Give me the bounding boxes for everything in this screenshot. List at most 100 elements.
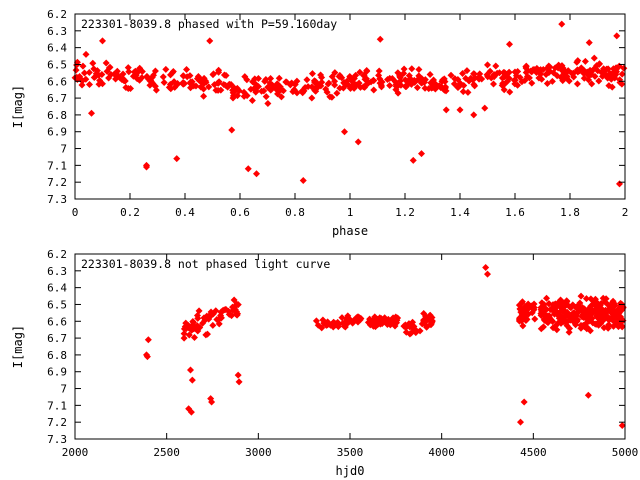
data-point [397, 81, 405, 89]
data-point [220, 80, 228, 88]
data-point [120, 77, 128, 85]
data-point [303, 76, 311, 84]
data-point [523, 306, 531, 314]
data-point [402, 328, 410, 336]
data-point [511, 76, 519, 84]
data-point [353, 314, 361, 322]
data-point [492, 62, 500, 70]
data-point [425, 85, 433, 93]
y-tick-label: 6.6 [47, 315, 67, 328]
data-point [174, 80, 182, 88]
data-point [187, 84, 195, 92]
data-point [553, 72, 561, 80]
data-point [180, 72, 188, 80]
data-point [194, 72, 202, 80]
phased-light-curve-panel: 0 0.2 0.4 0.6 0.8 1 1.2 1.4 1.6 1.8 2 6.2 6.3 6.4 6.5… [11, 8, 628, 238]
data-point [454, 83, 462, 91]
data-point [441, 78, 449, 86]
data-point [400, 69, 408, 77]
data-point [585, 39, 593, 47]
y-tick-label: 7.1 [47, 159, 67, 172]
phased-data-points [71, 20, 628, 188]
data-point [415, 66, 423, 74]
data-point [570, 73, 578, 81]
data-point [363, 66, 371, 74]
data-point [126, 85, 134, 93]
data-point [169, 68, 177, 76]
data-point [221, 306, 229, 314]
data-point [318, 324, 326, 332]
data-point [78, 81, 86, 89]
data-point [518, 78, 526, 86]
data-point [333, 320, 341, 328]
data-point [604, 65, 612, 73]
data-point [299, 177, 307, 184]
data-point [548, 77, 556, 85]
data-point [460, 81, 468, 89]
data-point [193, 322, 201, 330]
data-point [206, 37, 214, 45]
data-point [144, 336, 152, 344]
data-point [360, 72, 368, 80]
data-point [194, 327, 202, 335]
data-point [614, 318, 622, 326]
x-tick-label: 2000 [62, 446, 89, 459]
y-tick-label: 6.3 [47, 265, 67, 278]
data-point [331, 81, 339, 89]
data-point [262, 93, 270, 101]
data-point [545, 312, 553, 320]
x-tick-label: 2500 [153, 446, 180, 459]
data-point [504, 77, 512, 85]
unphased-x-axis-label: hjd0 [336, 464, 365, 478]
data-point [233, 308, 241, 316]
y-tick-label: 7.1 [47, 399, 67, 412]
data-point [565, 328, 573, 336]
y-tick-label: 6.3 [47, 25, 67, 38]
data-point [173, 155, 181, 163]
data-point [582, 295, 590, 303]
data-point [426, 70, 434, 78]
data-point [573, 80, 581, 88]
data-point [119, 70, 127, 78]
data-point [392, 86, 400, 94]
data-point [275, 74, 283, 82]
data-point [184, 321, 192, 329]
data-point [192, 82, 200, 90]
data-point [587, 310, 595, 318]
data-point [151, 67, 159, 75]
data-point [187, 408, 195, 416]
data-point [369, 76, 377, 84]
x-tick-label: 1.8 [560, 206, 580, 219]
x-tick-label: 0.2 [120, 206, 140, 219]
data-point [290, 86, 298, 94]
data-point [516, 305, 524, 313]
data-point [162, 65, 170, 73]
y-tick-label: 6.7 [47, 332, 67, 345]
data-point [484, 73, 492, 81]
data-point [336, 84, 344, 92]
x-tick-label: 1.2 [395, 206, 415, 219]
data-point [122, 83, 130, 91]
data-point [373, 315, 381, 323]
y-tick-label: 6.2 [47, 248, 67, 261]
data-point [559, 307, 567, 315]
data-point [590, 54, 598, 62]
data-point [607, 75, 615, 83]
y-tick-label: 7 [60, 143, 67, 156]
data-point [234, 371, 242, 379]
data-point [400, 65, 408, 73]
data-point [80, 69, 88, 77]
data-point [233, 300, 241, 308]
data-point [456, 106, 464, 114]
data-point [262, 75, 270, 83]
data-point [442, 83, 450, 91]
data-point [537, 70, 545, 78]
data-point [308, 94, 316, 102]
data-point [189, 317, 197, 325]
data-point [179, 79, 187, 87]
y-tick-label: 6.4 [47, 42, 67, 55]
data-point [202, 331, 210, 339]
data-point [613, 32, 621, 40]
data-point [300, 87, 308, 95]
data-point [354, 138, 362, 146]
